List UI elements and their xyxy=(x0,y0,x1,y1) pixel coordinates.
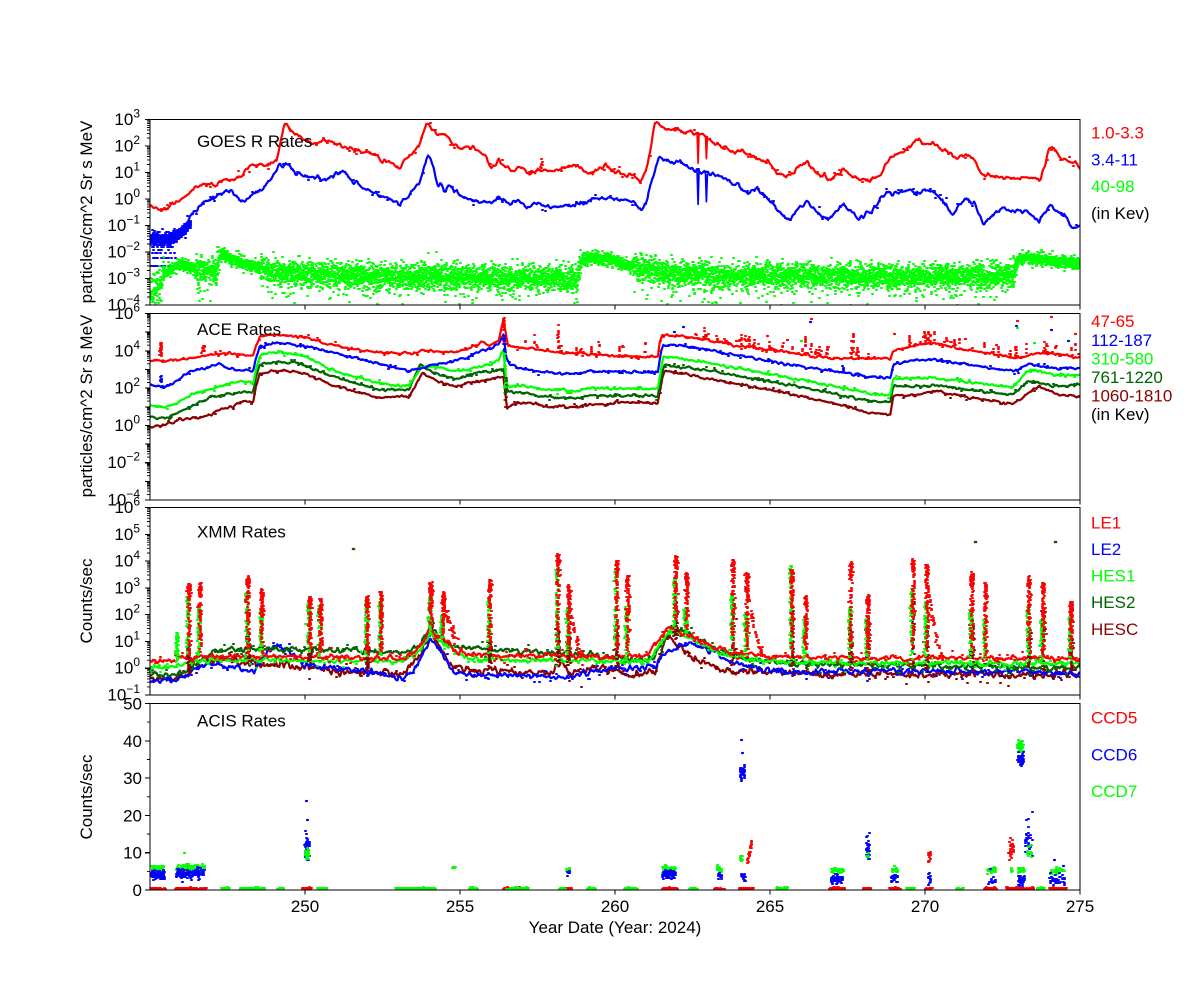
svg-text:30: 30 xyxy=(123,769,142,788)
svg-text:Year Date (Year: 2024): Year Date (Year: 2024) xyxy=(529,918,702,937)
svg-text:265: 265 xyxy=(756,897,784,916)
svg-text:112-187: 112-187 xyxy=(1091,331,1152,350)
svg-text:40-98: 40-98 xyxy=(1091,177,1134,196)
svg-text:GOES R Rates: GOES R Rates xyxy=(197,132,312,151)
svg-text:particles/cm^2 Sr s MeV: particles/cm^2 Sr s MeV xyxy=(77,314,96,497)
svg-text:(in Kev): (in Kev) xyxy=(1091,405,1150,424)
svg-text:CCD7: CCD7 xyxy=(1091,782,1137,801)
svg-text:HES2: HES2 xyxy=(1091,593,1135,612)
svg-text:47-65: 47-65 xyxy=(1091,312,1134,331)
svg-text:HESC: HESC xyxy=(1091,620,1138,639)
svg-text:260: 260 xyxy=(601,897,629,916)
svg-text:20: 20 xyxy=(123,806,142,825)
svg-text:1060-1810: 1060-1810 xyxy=(1091,387,1172,406)
svg-text:250: 250 xyxy=(291,897,319,916)
svg-text:Counts/sec: Counts/sec xyxy=(77,558,96,644)
svg-text:HES1: HES1 xyxy=(1091,567,1135,586)
svg-text:CCD6: CCD6 xyxy=(1091,745,1137,764)
svg-text:LE2: LE2 xyxy=(1091,540,1121,559)
svg-text:275: 275 xyxy=(1066,897,1094,916)
svg-text:761-1220: 761-1220 xyxy=(1091,368,1163,387)
svg-text:CCD5: CCD5 xyxy=(1091,709,1137,728)
svg-text:10: 10 xyxy=(123,844,142,863)
svg-text:0: 0 xyxy=(133,881,142,900)
svg-text:particles/cm^2 Sr s MeV: particles/cm^2 Sr s MeV xyxy=(77,120,96,303)
svg-text:ACIS Rates: ACIS Rates xyxy=(197,712,286,731)
svg-text:ACE Rates: ACE Rates xyxy=(197,320,281,339)
svg-text:LE1: LE1 xyxy=(1091,513,1121,532)
svg-text:270: 270 xyxy=(911,897,939,916)
svg-text:50: 50 xyxy=(123,695,142,714)
svg-text:Counts/sec: Counts/sec xyxy=(77,754,96,840)
svg-text:40: 40 xyxy=(123,732,142,751)
svg-text:(in Kev): (in Kev) xyxy=(1091,204,1150,223)
svg-text:XMM Rates: XMM Rates xyxy=(197,523,286,542)
svg-text:1.0-3.3: 1.0-3.3 xyxy=(1091,124,1144,143)
svg-text:255: 255 xyxy=(446,897,474,916)
svg-text:310-580: 310-580 xyxy=(1091,349,1153,368)
svg-text:3.4-11: 3.4-11 xyxy=(1091,150,1138,169)
